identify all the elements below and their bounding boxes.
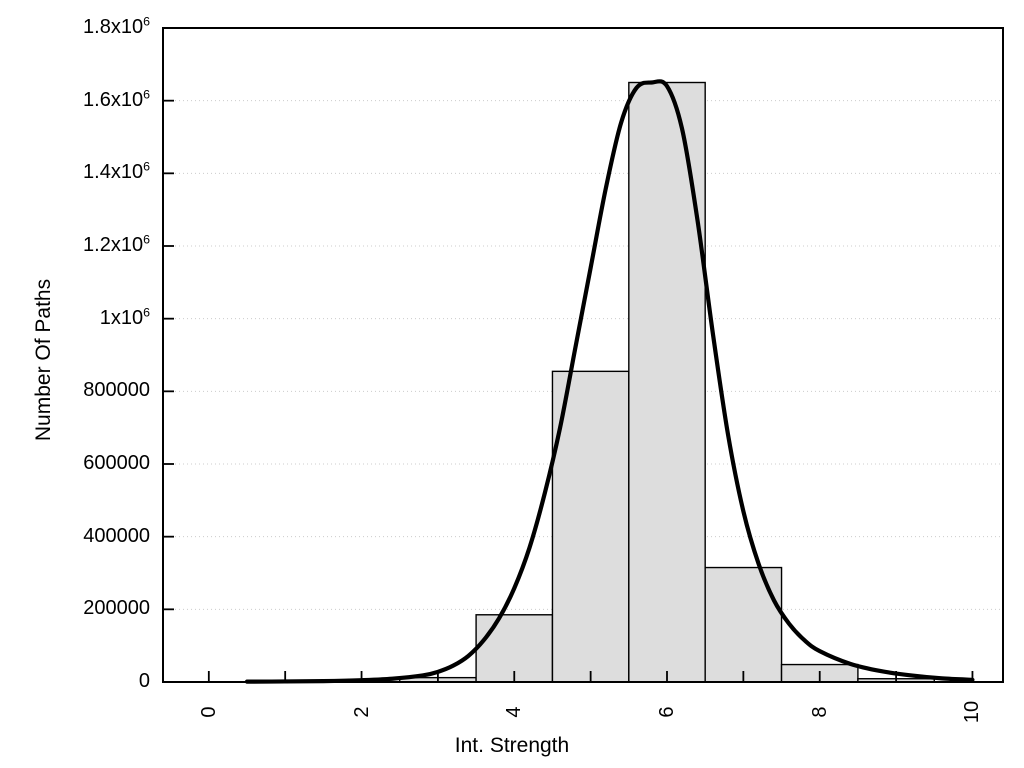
axes-frame xyxy=(162,27,1004,683)
y-tick-mantissa: 800000 xyxy=(83,379,150,402)
histogram-bar xyxy=(704,566,783,683)
histogram-bar xyxy=(628,81,706,683)
x-tick-label: 4 xyxy=(503,706,526,718)
y-axis-title: Number Of Paths xyxy=(32,278,55,442)
y-tick-mantissa: 1.8x10 xyxy=(83,16,144,38)
y-tick-exponent: 6 xyxy=(143,14,150,29)
y-tick-label: 1.6x106 xyxy=(83,87,150,111)
x-tick-label: 2 xyxy=(350,706,373,718)
y-tick-exponent: 6 xyxy=(143,159,150,174)
y-tick-mantissa: 600000 xyxy=(83,452,150,474)
x-tick-label: 6 xyxy=(656,706,678,718)
y-tick-mantissa: 1.4x10 xyxy=(83,161,144,184)
y-tick-mantissa: 1x10 xyxy=(99,306,144,329)
y-tick-label: 1.4x106 xyxy=(83,159,150,184)
density-curve-path xyxy=(244,79,975,684)
y-tick-label: 200000 xyxy=(83,598,150,618)
y-tick-mantissa: 1.6x10 xyxy=(83,88,144,111)
y-tick-exponent: 6 xyxy=(143,232,150,247)
y-tick-label: 400000 xyxy=(83,526,150,546)
plot-frame xyxy=(162,27,1004,683)
x-tick-label: 0 xyxy=(197,706,220,718)
y-tick-mantissa: 1.2x10 xyxy=(83,234,144,256)
y-tick-mantissa: 400000 xyxy=(83,524,150,547)
x-tick-label: 10 xyxy=(961,700,984,724)
y-tick-label: 800000 xyxy=(83,380,150,400)
y-tick-label: 1x106 xyxy=(99,305,150,329)
y-tick-exponent: 6 xyxy=(143,305,150,319)
y-tick-mantissa: 0 xyxy=(138,670,150,692)
fitted-curve xyxy=(244,79,975,684)
y-tick-label: 1.2x106 xyxy=(83,232,150,256)
y-tick-label: 1.8x106 xyxy=(83,14,150,38)
y-tick-label: 0 xyxy=(139,671,150,691)
y-tick-label: 600000 xyxy=(83,453,150,473)
y-tick-mantissa: 200000 xyxy=(83,597,150,620)
x-axis-title: Int. Strength xyxy=(454,734,570,757)
x-tick-label: 8 xyxy=(808,706,831,718)
y-tick-exponent: 6 xyxy=(143,87,150,101)
histogram-bars-group xyxy=(399,81,935,683)
